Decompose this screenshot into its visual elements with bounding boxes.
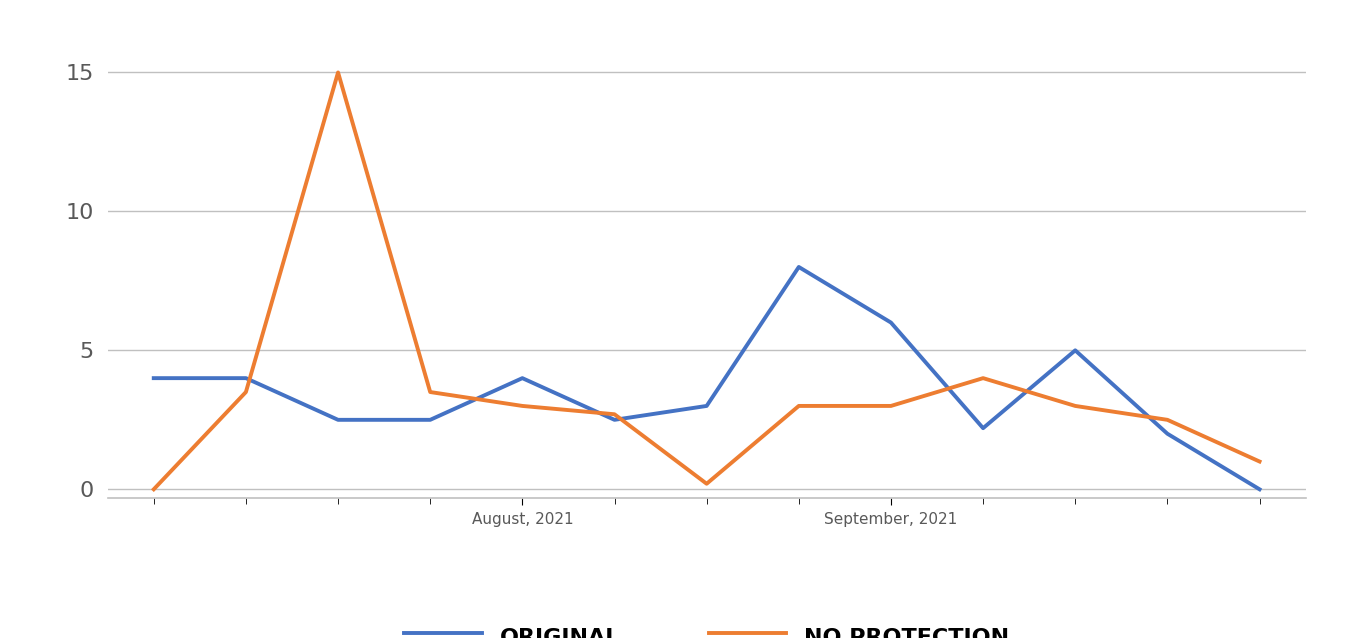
ORIGINAL [330,416,346,424]
ORIGINAL [975,424,991,432]
NO PROTECTION [514,402,530,410]
ORIGINAL [790,263,806,271]
NO PROTECTION [790,402,806,410]
NO PROTECTION [699,480,715,487]
ORIGINAL [238,375,254,382]
NO PROTECTION [330,69,346,77]
ORIGINAL [1159,430,1175,438]
NO PROTECTION [145,486,162,493]
Legend: ORIGINAL, NO PROTECTION: ORIGINAL, NO PROTECTION [394,614,1019,638]
Line: NO PROTECTION: NO PROTECTION [153,73,1260,489]
NO PROTECTION [1252,457,1268,465]
NO PROTECTION [607,410,623,418]
NO PROTECTION [975,375,991,382]
NO PROTECTION [883,402,899,410]
ORIGINAL [883,319,899,327]
NO PROTECTION [1067,402,1084,410]
ORIGINAL [607,416,623,424]
ORIGINAL [699,402,715,410]
Line: ORIGINAL: ORIGINAL [153,267,1260,489]
ORIGINAL [1067,346,1084,354]
NO PROTECTION [1159,416,1175,424]
ORIGINAL [423,416,439,424]
ORIGINAL [514,375,530,382]
NO PROTECTION [238,388,254,396]
ORIGINAL [1252,486,1268,493]
NO PROTECTION [423,388,439,396]
ORIGINAL [145,375,162,382]
